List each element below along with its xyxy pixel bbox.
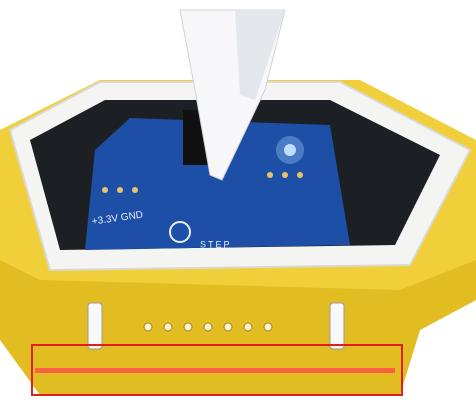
pcb [85, 118, 350, 250]
pads [102, 172, 303, 193]
window-right [329, 302, 345, 350]
laser-line [35, 368, 395, 373]
case-front [0, 260, 476, 395]
paper-shade [235, 10, 285, 100]
logo-circle [169, 221, 191, 243]
logo-text: STEP [200, 239, 232, 249]
window-left [87, 302, 103, 350]
highlight-box [31, 344, 403, 396]
pin-holes [143, 322, 273, 332]
led-glow [276, 136, 304, 164]
led [284, 144, 296, 156]
